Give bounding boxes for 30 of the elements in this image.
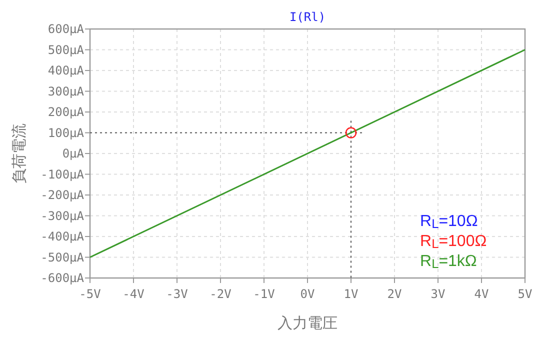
x-tick-label: -2V	[210, 287, 232, 301]
text: R$_{L}$=1kΩ	[420, 253, 477, 271]
chart-title: I(Rl)	[289, 10, 326, 24]
y-tick-label: -100μA	[40, 167, 85, 182]
y-tick-label: -200μA	[40, 188, 85, 202]
x-tick-label: 5V	[518, 287, 532, 301]
y-tick-label: 300μA	[48, 84, 85, 98]
x-tick-label: -4V	[122, 287, 144, 301]
y-tick-label: 100μA	[48, 126, 85, 140]
legend-label: R$_{L}$=10Ω	[420, 213, 478, 231]
x-tick-label: -1V	[253, 287, 275, 301]
x-tick-label: -3V	[166, 287, 188, 301]
x-tick-label: 3V	[430, 287, 446, 301]
y-tick-label: 400μA	[48, 64, 85, 78]
y-axis-title: 負荷電流	[11, 124, 28, 184]
x-tick-label: 1V	[344, 287, 358, 301]
x-axis-title: 入力電圧	[278, 315, 338, 332]
y-tick-label: 200μA	[48, 105, 85, 119]
x-tick-label: 0V	[300, 287, 315, 301]
y-tick-label: -500μA	[40, 250, 85, 264]
x-tick-label: 2V	[387, 287, 402, 301]
y-tick-label: -600μA	[40, 271, 85, 285]
y-tick-label: 500μA	[48, 42, 85, 57]
y-tick-label: 600μA	[48, 22, 85, 36]
y-tick-label: 0μA	[62, 146, 85, 160]
legend-label: R$_{L}$=100Ω	[420, 233, 487, 251]
x-tick-label: -5V	[79, 287, 101, 301]
x-tick-label: 4V	[474, 287, 489, 301]
y-tick-label: -400μA	[40, 230, 85, 244]
y-tick-label: -300μA	[40, 208, 85, 223]
